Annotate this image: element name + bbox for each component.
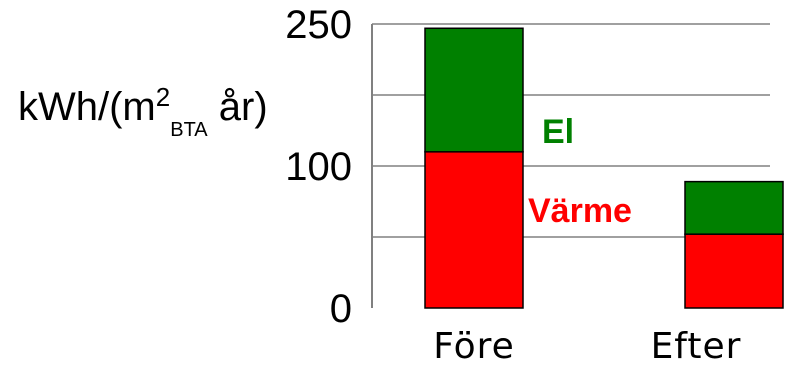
x-tick-label-före: Före [433,326,515,367]
series-label-varme: Värme [528,192,632,230]
y-axis-label: kWh/(m2BTA år) [18,82,268,141]
bar-före-värme [424,151,524,309]
x-tick-labels: Före Efter [433,326,742,367]
series-label-el: El [542,113,574,151]
y-tick-labels: 0 100 250 [285,3,352,331]
y-tick-label-0: 0 [330,287,352,331]
bars [424,27,784,309]
x-tick-label-efter: Efter [651,326,742,367]
bar-efter-värme [684,233,784,309]
y-tick-label-100: 100 [285,145,352,189]
bar-före-el [424,27,524,153]
y-tick-label-250: 250 [285,3,352,47]
bar-efter-el [684,180,784,235]
